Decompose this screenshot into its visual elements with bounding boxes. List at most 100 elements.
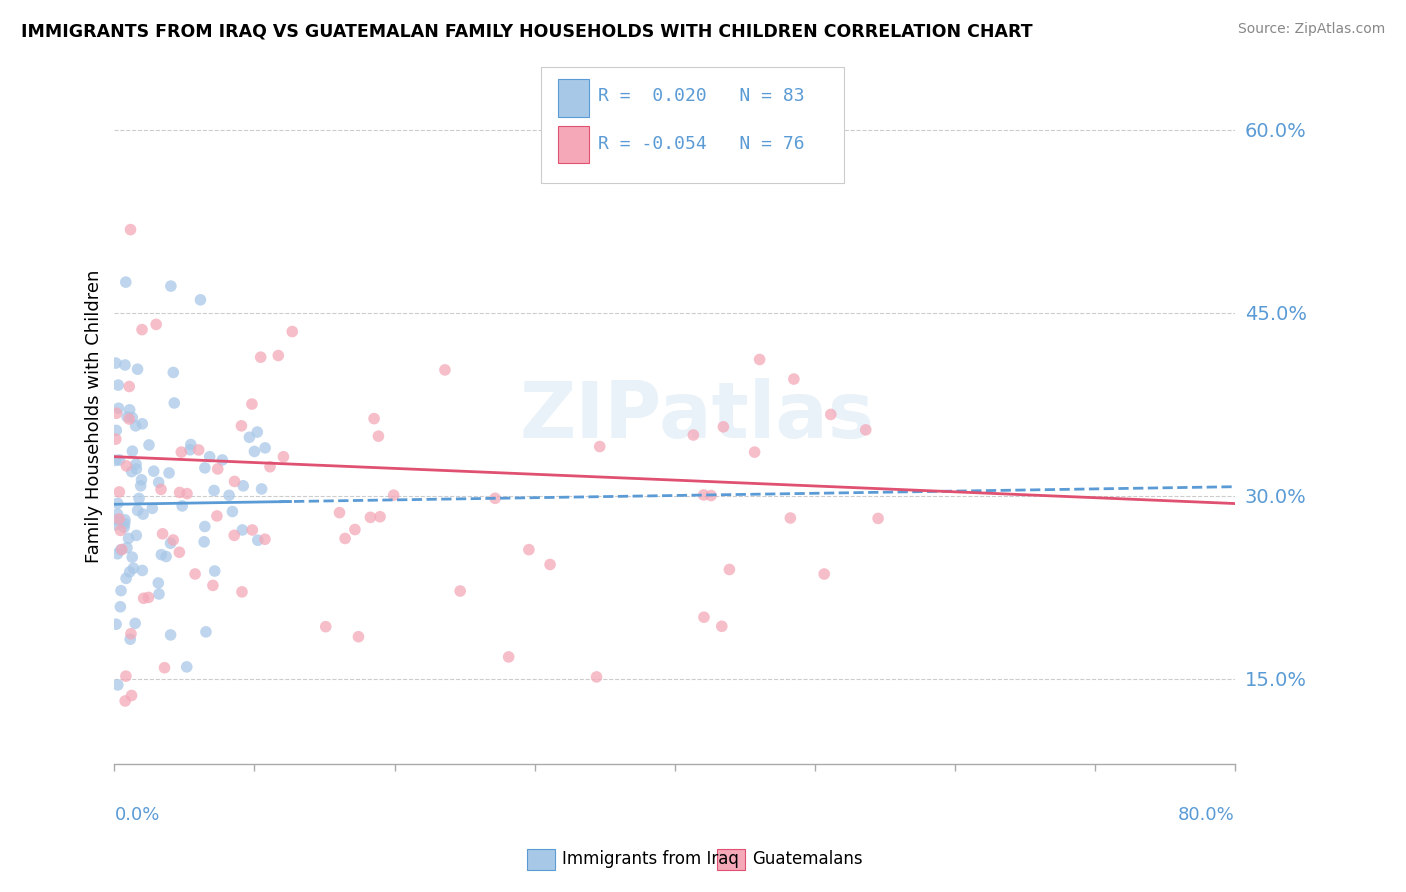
Point — [150, 548, 173, 562]
Point — [484, 491, 506, 506]
Point — [820, 408, 842, 422]
Point — [246, 533, 269, 548]
Point — [159, 536, 181, 550]
Point — [194, 461, 217, 475]
Point — [121, 689, 143, 703]
Point — [105, 424, 128, 438]
Point — [120, 632, 142, 647]
Point — [748, 352, 770, 367]
Point — [205, 508, 228, 523]
Point — [328, 506, 350, 520]
Point — [114, 358, 136, 372]
Point — [152, 526, 174, 541]
Point — [114, 694, 136, 708]
Point — [231, 523, 253, 537]
Point — [202, 483, 225, 498]
Point — [104, 356, 127, 370]
Point — [172, 499, 194, 513]
Point — [744, 445, 766, 459]
Point — [115, 541, 138, 555]
Point — [108, 512, 131, 526]
Point — [382, 488, 405, 502]
Point — [127, 503, 149, 517]
Point — [204, 564, 226, 578]
Point — [131, 564, 153, 578]
Point — [218, 488, 240, 502]
Point — [517, 542, 540, 557]
Point — [107, 507, 129, 521]
Point — [231, 585, 253, 599]
Point — [155, 549, 177, 564]
Point — [498, 649, 520, 664]
Point — [153, 661, 176, 675]
Point — [238, 430, 260, 444]
Point — [367, 429, 389, 443]
Point — [114, 516, 136, 531]
Point — [114, 275, 136, 289]
Point — [105, 406, 128, 420]
Point — [127, 362, 149, 376]
Point — [692, 488, 714, 502]
Point — [110, 599, 132, 614]
Point — [240, 523, 263, 537]
Text: IMMIGRANTS FROM IRAQ VS GUATEMALAN FAMILY HOUSEHOLDS WITH CHILDREN CORRELATION C: IMMIGRANTS FROM IRAQ VS GUATEMALAN FAMIL… — [21, 22, 1033, 40]
Point — [142, 464, 165, 478]
Point — [433, 363, 456, 377]
Point — [121, 444, 143, 458]
Point — [710, 619, 733, 633]
Point — [347, 630, 370, 644]
Text: Source: ZipAtlas.com: Source: ZipAtlas.com — [1237, 22, 1385, 37]
Point — [231, 418, 253, 433]
Point — [718, 562, 741, 576]
Point — [855, 423, 877, 437]
Point — [224, 475, 246, 489]
Point — [281, 325, 304, 339]
Point — [359, 510, 381, 524]
Point — [207, 462, 229, 476]
Point — [110, 542, 132, 557]
Point — [148, 576, 170, 591]
Point — [243, 444, 266, 458]
Point — [118, 565, 141, 579]
Point — [125, 528, 148, 542]
Point — [783, 372, 806, 386]
Point — [267, 349, 290, 363]
Text: R =  0.020   N = 83: R = 0.020 N = 83 — [598, 87, 804, 105]
Point — [250, 482, 273, 496]
Point — [104, 517, 127, 532]
Point — [132, 507, 155, 521]
Point — [131, 323, 153, 337]
Point — [259, 459, 281, 474]
Point — [121, 410, 143, 425]
Point — [118, 402, 141, 417]
Point — [107, 401, 129, 416]
Text: R = -0.054   N = 76: R = -0.054 N = 76 — [598, 135, 804, 153]
Point — [150, 483, 173, 497]
Point — [201, 578, 224, 592]
Point — [211, 453, 233, 467]
Point — [315, 620, 337, 634]
Text: 0.0%: 0.0% — [114, 806, 160, 824]
Point — [180, 437, 202, 451]
Point — [110, 524, 132, 538]
Point — [187, 442, 209, 457]
Point — [232, 479, 254, 493]
Point — [193, 534, 215, 549]
Text: Immigrants from Iraq: Immigrants from Iraq — [562, 850, 740, 868]
Point — [779, 511, 801, 525]
Point — [157, 466, 180, 480]
Point — [148, 475, 170, 490]
Point — [190, 293, 212, 307]
Point — [132, 591, 155, 606]
Point — [273, 450, 295, 464]
Point — [246, 425, 269, 439]
Point — [221, 504, 243, 518]
Point — [120, 222, 142, 236]
Point — [162, 366, 184, 380]
Point — [114, 513, 136, 527]
Point — [107, 378, 129, 392]
Point — [118, 379, 141, 393]
Point — [176, 486, 198, 500]
Point — [118, 412, 141, 426]
Point — [120, 626, 142, 640]
